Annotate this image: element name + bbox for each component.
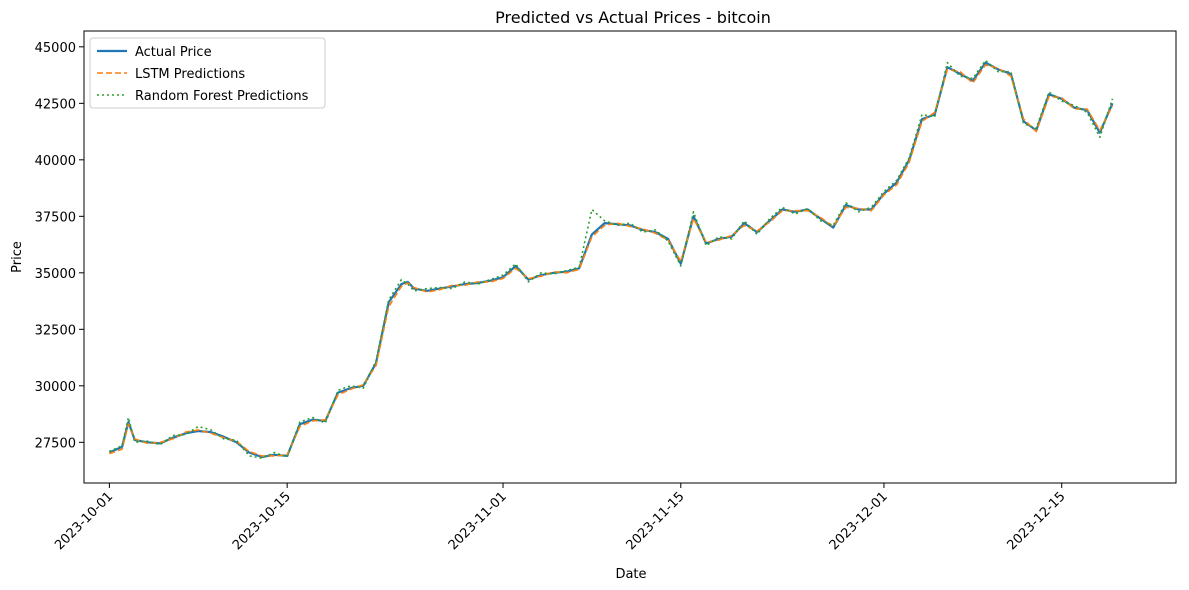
series-line-actual [108,61,1114,459]
x-tick-label: 2023-10-01 [52,489,116,553]
y-tick-label: 27500 [35,436,76,451]
x-tick-label: 2023-12-15 [1005,489,1069,553]
x-tick-label: 2023-11-01 [446,489,510,553]
y-tick-label: 45000 [35,41,76,56]
legend-label-rf: Random Forest Predictions [135,89,309,104]
legend: Actual Price LSTM Predictions Random Fores… [89,37,326,109]
legend-label-actual: Actual Price [135,45,212,60]
legend-box [89,37,326,109]
series-line-lstm [109,64,1114,457]
x-tick-label: 2023-12-01 [827,489,891,553]
series-line-rf [109,59,1114,459]
series-layer [108,59,1114,459]
y-tick-label: 30000 [35,380,76,395]
chart-title: Predicted vs Actual Prices - bitcoin [495,8,771,27]
x-axis-label: Date [615,567,646,582]
y-axis-label: Price [10,241,25,273]
y-axis: 27500 30000 32500 35000 37500 40000 42500 45000 [35,41,84,451]
y-tick-label: 42500 [35,97,76,112]
plot-area [83,30,1177,484]
x-tick-label: 2023-11-15 [624,489,688,553]
y-tick-label: 40000 [35,154,76,169]
y-tick-label: 37500 [35,210,76,225]
y-tick-label: 35000 [35,267,76,282]
x-tick-label: 2023-10-15 [230,489,294,553]
y-tick-label: 32500 [35,323,76,338]
x-axis: 2023-10-01 2023-10-15 2023-11-01 2023-11-15… [52,483,1069,553]
legend-label-lstm: LSTM Predictions [135,67,245,82]
